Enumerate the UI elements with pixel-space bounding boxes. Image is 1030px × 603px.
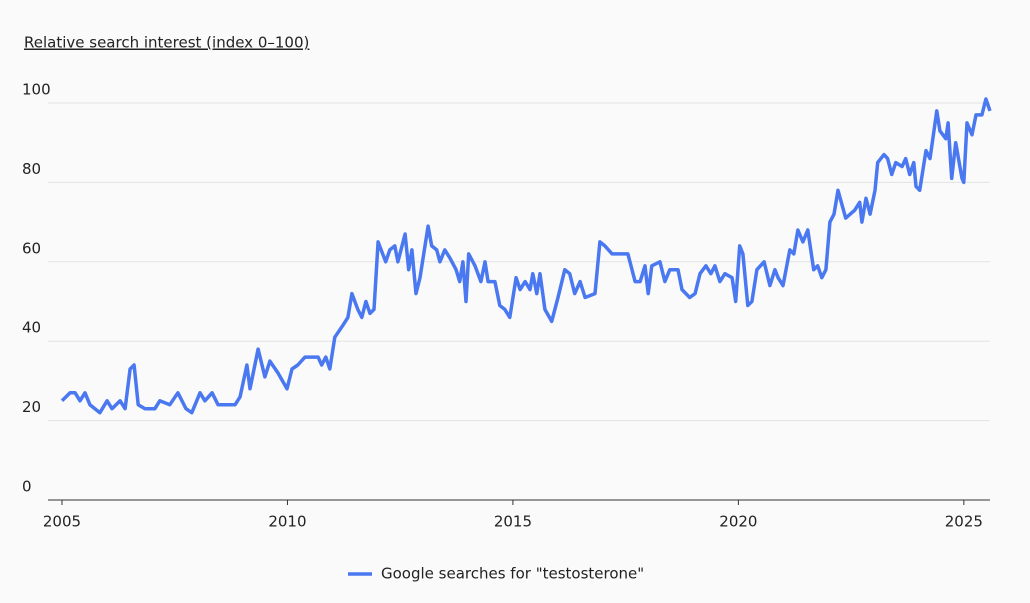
y-tick-label: 20 xyxy=(22,398,41,416)
y-tick-label: 100 xyxy=(22,81,51,99)
x-tick-label: 2010 xyxy=(268,513,306,531)
series-line xyxy=(60,97,992,415)
axis-title: Relative search interest (index 0–100) xyxy=(24,34,309,52)
x-tick-label: 2020 xyxy=(719,513,757,531)
y-tick-label: 0 xyxy=(22,478,32,496)
x-tick-label: 2025 xyxy=(945,513,983,531)
legend-label: Google searches for "testosterone" xyxy=(381,565,644,583)
y-tick-label: 40 xyxy=(22,319,41,337)
y-tick-label: 80 xyxy=(22,160,41,178)
x-tick-label: 2005 xyxy=(43,513,81,531)
x-tick-label: 2015 xyxy=(494,513,532,531)
y-tick-label: 60 xyxy=(22,239,41,257)
